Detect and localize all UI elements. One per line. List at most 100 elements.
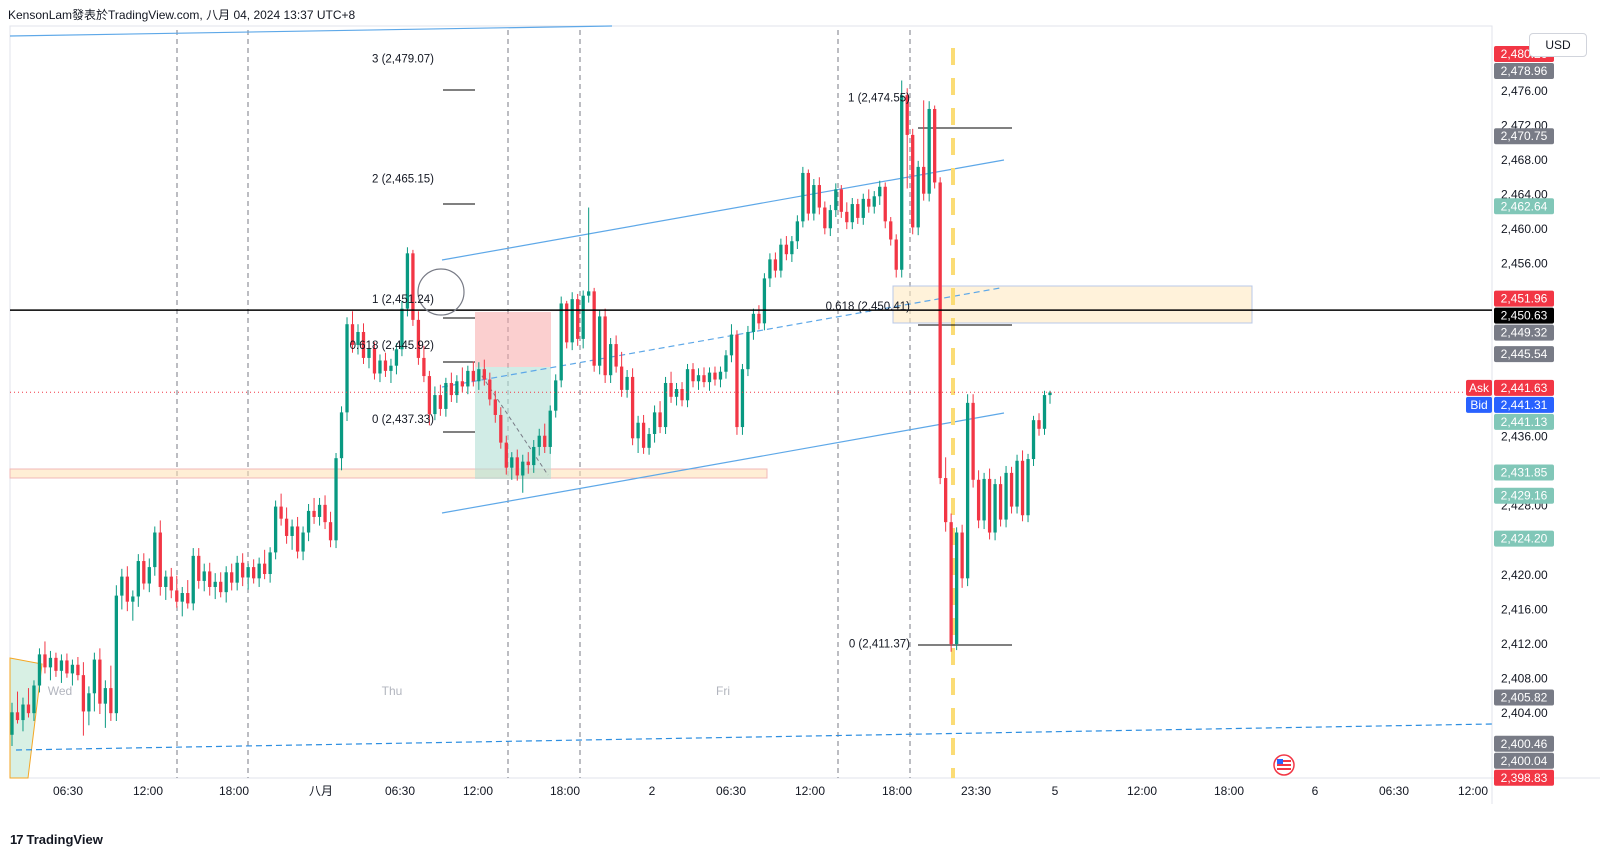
price-tick-label: 2,408.00: [1501, 672, 1548, 686]
svg-text:2,470.75: 2,470.75: [1501, 129, 1548, 143]
candle: [603, 308, 607, 383]
candle: [125, 566, 129, 612]
price-tag: 2,441.31 Bid: [1466, 396, 1554, 413]
ascending-channel: [9, 25, 1005, 514]
candle: [235, 555, 239, 591]
candle: [142, 553, 146, 590]
svg-text:2,441.63: 2,441.63: [1501, 381, 1548, 395]
candle: [158, 520, 162, 596]
candle: [554, 374, 558, 418]
author-label: KensonLam發表於TradingView.com: [8, 8, 200, 22]
candle: [208, 562, 212, 596]
candle: [652, 405, 657, 443]
candle: [482, 359, 486, 386]
price-tags: 2,480.262,478.962,470.752,462.642,451.96…: [1466, 46, 1554, 786]
candle: [625, 370, 629, 398]
svg-text:2,449.32: 2,449.32: [1501, 326, 1548, 340]
price-tick-label: 2,416.00: [1501, 602, 1548, 616]
svg-text:2,398.83: 2,398.83: [1501, 771, 1548, 785]
price-tag: 2,400.04: [1494, 752, 1554, 769]
candle: [592, 287, 596, 372]
price-tag: 2,431.85: [1494, 464, 1554, 481]
candle: [131, 590, 135, 621]
candle: [740, 363, 745, 435]
candle: [180, 586, 184, 617]
price-tag: 2,424.20: [1494, 530, 1554, 547]
candle: [587, 207, 591, 303]
candle: [136, 554, 140, 607]
price-tick-label: 2,420.00: [1501, 568, 1548, 582]
candle: [350, 311, 355, 353]
candle: [444, 377, 448, 417]
candle: [10, 702, 14, 747]
candle: [438, 384, 443, 416]
candle: [389, 358, 393, 383]
candle: [26, 688, 31, 718]
candle: [59, 654, 64, 683]
tradingview-logo[interactable]: 17 TradingView: [10, 832, 103, 847]
price-tick-label: 2,436.00: [1501, 430, 1548, 444]
price-tag: 2,450.63: [1494, 307, 1554, 324]
currency-selector[interactable]: USD: [1529, 33, 1587, 57]
candle: [372, 342, 377, 380]
candle: [954, 527, 959, 651]
candle: [680, 382, 684, 407]
candle: [422, 345, 426, 383]
fib-labels: 3 (2,479.07) 2 (2,465.15) 1 (2,451.24) 0.61…: [350, 53, 911, 650]
candle: [87, 686, 91, 726]
candle: [153, 526, 157, 576]
time-tick-label: 12:00: [1127, 784, 1157, 798]
time-tick-label: 06:30: [53, 784, 83, 798]
time-tick-label: 18:00: [550, 784, 580, 798]
candle: [339, 406, 344, 471]
svg-text:2,405.82: 2,405.82: [1501, 690, 1548, 704]
quote-side-badge: [1466, 396, 1492, 413]
candle: [751, 308, 756, 340]
candle: [790, 236, 794, 262]
svg-text:2,462.64: 2,462.64: [1501, 199, 1548, 213]
price-tag: 2,405.82: [1494, 689, 1554, 706]
candle: [998, 476, 1003, 527]
chart-header: KensonLam發表於TradingView.com, 八月 04, 2024…: [8, 6, 355, 23]
candle: [405, 247, 410, 317]
us-event-flag-icon[interactable]: [1273, 754, 1295, 776]
time-tick-label: 12:00: [795, 784, 825, 798]
candle: [669, 371, 673, 403]
candle: [515, 449, 519, 481]
time-tick-label: 23:30: [961, 784, 991, 798]
candle: [685, 363, 690, 408]
price-tick-label: 2,412.00: [1501, 637, 1548, 651]
candle: [510, 452, 514, 480]
long-trendline: [9, 25, 613, 37]
candle: [565, 300, 569, 349]
chart-pane[interactable]: [9, 25, 1493, 779]
candle: [367, 341, 371, 369]
svg-text:2,400.46: 2,400.46: [1501, 737, 1548, 751]
candle: [757, 305, 761, 330]
candle: [598, 310, 602, 375]
candle: [636, 415, 640, 453]
candle: [328, 511, 333, 548]
candle: [175, 575, 179, 608]
candle: [526, 452, 530, 474]
time-tick-label: 06:30: [716, 784, 746, 798]
candle: [641, 414, 646, 454]
svg-text:Ask: Ask: [1469, 381, 1490, 395]
candle: [784, 236, 789, 261]
candle: [987, 468, 992, 540]
candle: [922, 100, 926, 201]
candle: [828, 204, 832, 237]
candle: [493, 390, 497, 423]
candle: [724, 350, 728, 379]
time-axis[interactable]: 06:30 12:00 18:00 八月 06:30 12:00 18:00 2 06:30 12…: [53, 784, 1488, 798]
highlight-circle: [417, 268, 465, 316]
candle: [120, 568, 124, 610]
fib-label: 0 (2,437.33): [372, 414, 434, 426]
candle: [911, 128, 915, 235]
price-tag: 2,478.96: [1494, 63, 1554, 80]
candle: [213, 573, 217, 600]
candle: [268, 547, 272, 583]
candle: [1026, 453, 1030, 523]
candle: [455, 375, 459, 403]
